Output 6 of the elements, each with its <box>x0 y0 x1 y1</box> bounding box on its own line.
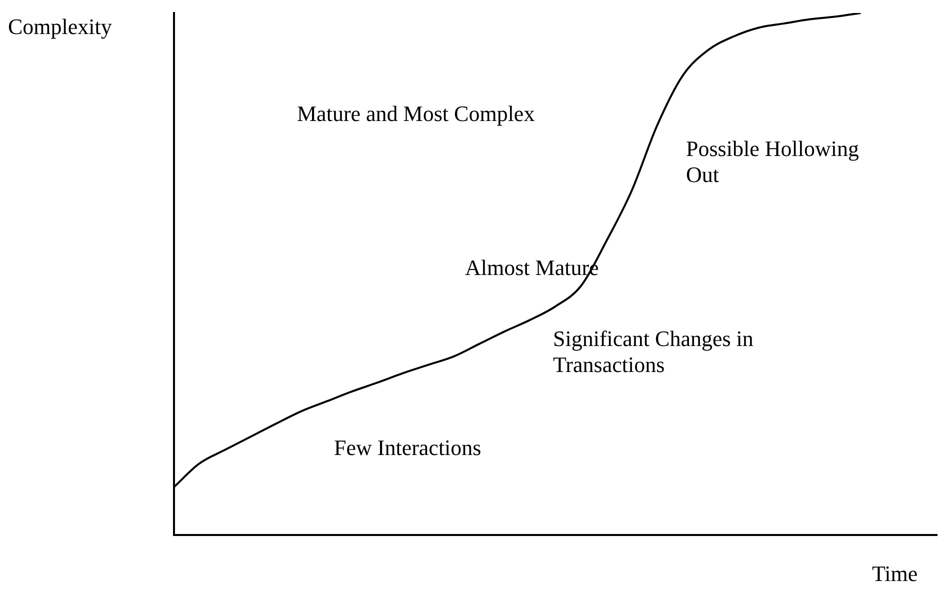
x-axis-title: Time <box>872 561 918 587</box>
annotation: Significant Changes in Transactions <box>553 326 754 378</box>
annotation: Possible Hollowing Out <box>686 136 860 188</box>
annotation: Few Interactions <box>334 435 482 461</box>
annotation: Mature and Most Complex <box>297 101 535 127</box>
y-axis-title: Complexity <box>8 14 112 40</box>
